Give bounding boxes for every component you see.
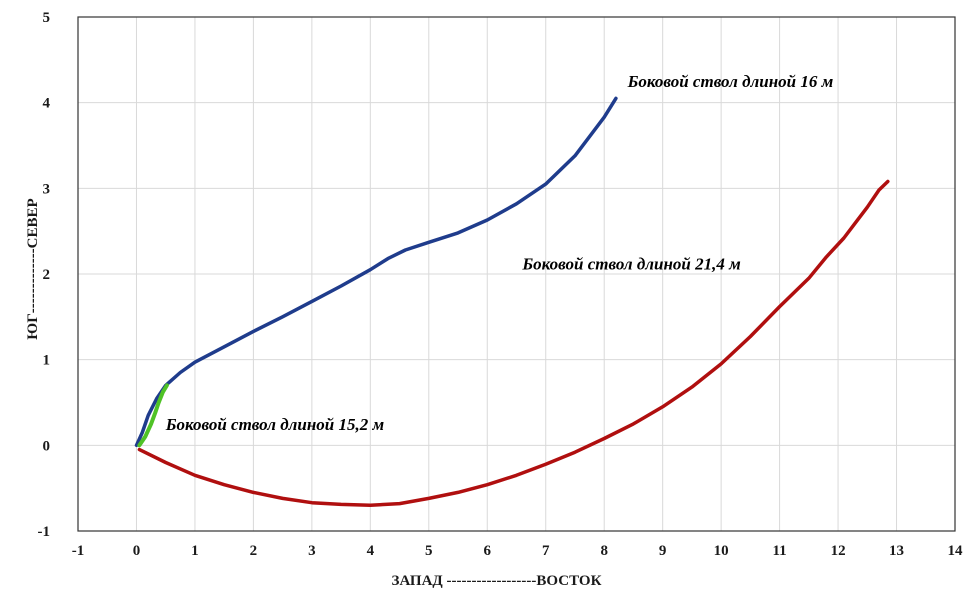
x-tick-label: 2 [250, 543, 258, 559]
x-tick-label: 4 [367, 543, 375, 559]
series-line-2 [137, 179, 890, 508]
y-tick-label: 2 [43, 267, 51, 283]
series-line-3 [137, 383, 169, 448]
x-tick-label: 13 [889, 543, 904, 559]
x-tick-label: 6 [484, 543, 492, 559]
x-tick-label: 11 [773, 543, 787, 559]
annotation-2: Боковой ствол длиной 21,4 м [521, 255, 741, 274]
x-tick-label: 5 [425, 543, 433, 559]
grid [78, 17, 955, 531]
x-tick-label: 1 [191, 543, 199, 559]
series-lines [134, 96, 890, 508]
plot-area-border [77, 16, 956, 532]
y-axis-title: ЮГ-------------СЕВЕР [25, 198, 41, 339]
y-tick-label: 3 [43, 181, 51, 197]
x-tick-label: 3 [308, 543, 316, 559]
x-tick-label: 7 [542, 543, 550, 559]
x-axis-title: ЗАПАД ------------------ВОСТОК [392, 573, 602, 589]
y-tick-label: -1 [38, 524, 51, 540]
x-tick-label: 9 [659, 543, 667, 559]
x-tick-label: 8 [600, 543, 608, 559]
annotation-3: Боковой ствол длиной 15,2 м [165, 415, 385, 434]
x-tick-label: -1 [72, 543, 85, 559]
annotation-1: Боковой ствол длиной 16 м [627, 72, 834, 91]
y-tick-label: 0 [43, 438, 51, 454]
y-tick-label: 5 [43, 10, 51, 26]
x-tick-label: 0 [133, 543, 141, 559]
x-tick-label: 10 [714, 543, 729, 559]
x-tick-label: 12 [831, 543, 846, 559]
y-tick-label: 4 [43, 96, 51, 112]
y-tick-label: 1 [43, 353, 51, 369]
annotations: Боковой ствол длиной 16 м Боковой ствол д… [165, 72, 834, 434]
x-tick-label: 14 [948, 543, 964, 559]
